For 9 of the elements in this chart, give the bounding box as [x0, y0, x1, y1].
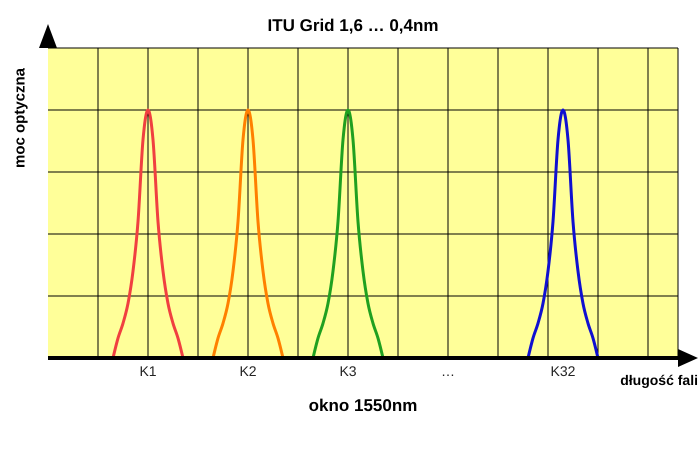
x-axis-title: okno 1550nm	[308, 396, 418, 416]
text: długość fali	[619, 372, 698, 388]
x-tick-label: K32	[550, 362, 576, 379]
x-tick-label: K1	[139, 362, 157, 379]
x-tick-label: K2	[239, 362, 257, 379]
y-axis-title: moc optyczna	[12, 68, 28, 168]
x-tick-label: K3	[339, 362, 357, 379]
chart-title: ITU Grid 1,6 … 0,4nm	[266, 16, 440, 36]
x-tick-label: …	[441, 362, 455, 379]
